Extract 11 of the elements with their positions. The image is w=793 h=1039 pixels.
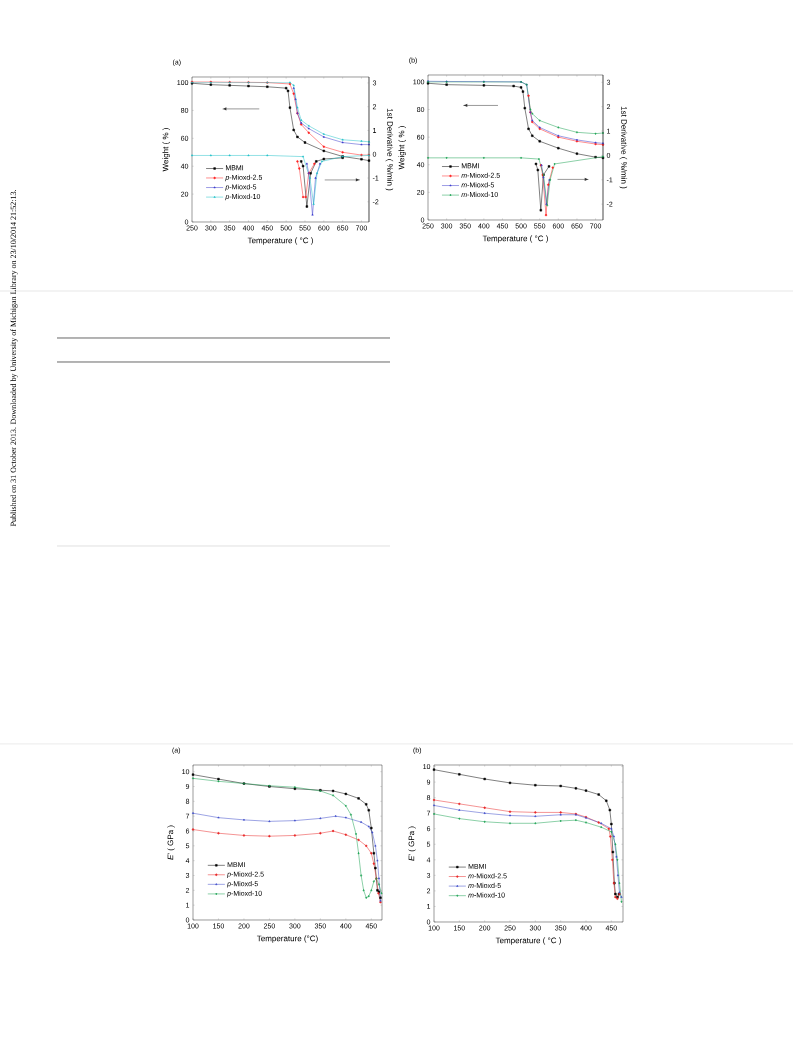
y2-axis-title: 1st Derivative ( %/min ) xyxy=(619,106,628,189)
x-axis-title: Temperature (°C) xyxy=(256,935,318,943)
y-axis-title: E' ( GPa ) xyxy=(167,825,175,860)
y-axis-title: Weight ( % ) xyxy=(398,126,406,170)
x-axis-title: Temperature ( °C ) xyxy=(495,937,561,945)
y-axis-title: Weight ( % ) xyxy=(162,128,170,172)
x-axis-title: Temperature ( °C ) xyxy=(482,235,548,243)
y-axis-title: E' ( GPa ) xyxy=(408,826,416,861)
text: Published on 31 October 2013. Downloaded by University of Michigan Library on 23/10/2014 21:52:13. xyxy=(10,190,18,527)
x-axis-title: Temperature ( °C ) xyxy=(247,237,313,245)
y2-axis-title: 1st Derivative ( %/min ) xyxy=(385,108,394,191)
